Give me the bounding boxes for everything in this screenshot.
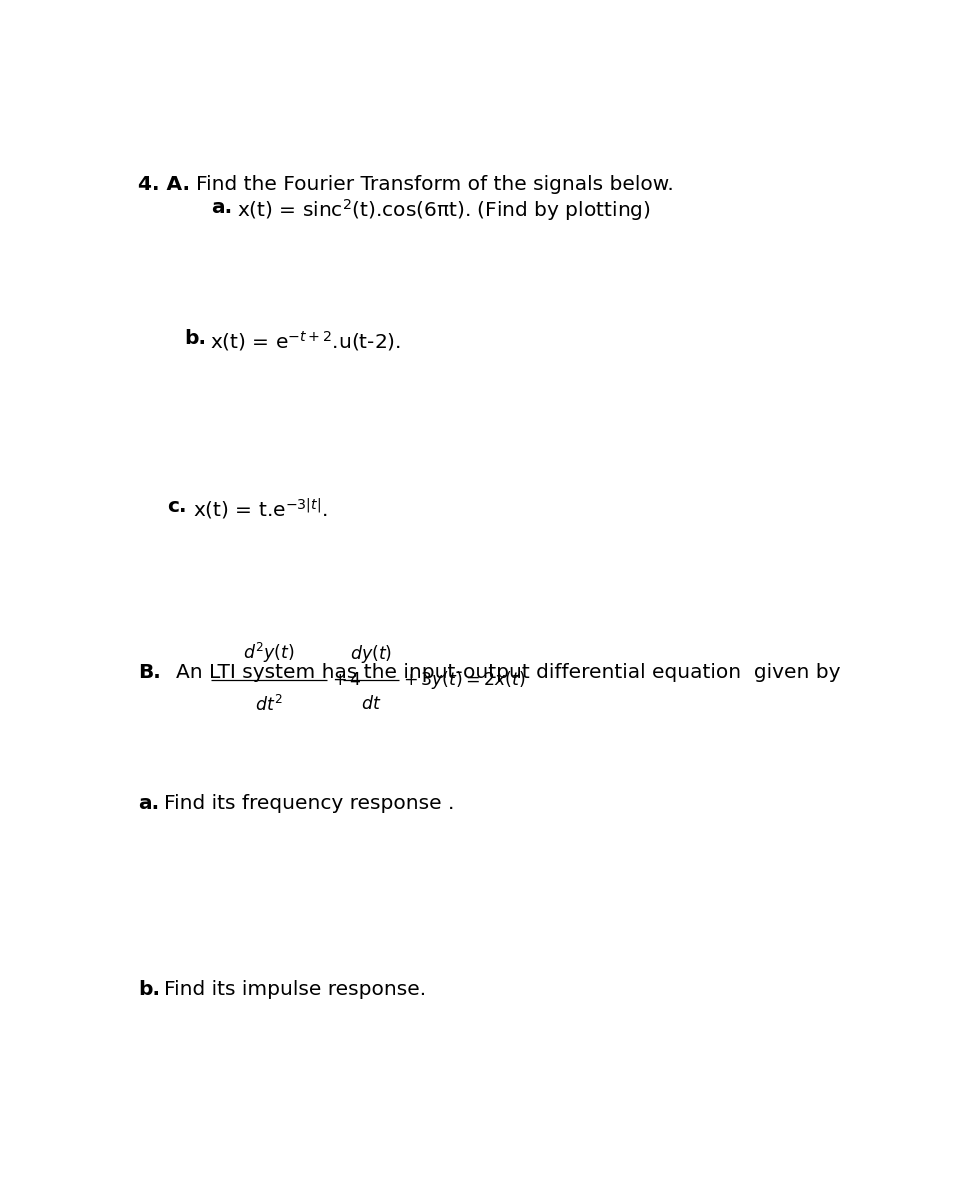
Text: x(t) = t.e$^{-3|t|}$.: x(t) = t.e$^{-3|t|}$.: [193, 497, 328, 522]
Text: Find its impulse response.: Find its impulse response.: [164, 980, 426, 1000]
Text: b.: b.: [138, 980, 161, 1000]
Text: x(t) = sinc$^{2}$(t).cos(6πt). (Find by plotting): x(t) = sinc$^{2}$(t).cos(6πt). (Find by …: [237, 198, 650, 223]
Text: a.: a.: [138, 794, 160, 814]
Text: Find the Fourier Transform of the signals below.: Find the Fourier Transform of the signal…: [196, 175, 674, 194]
Text: $dt^{2}$: $dt^{2}$: [255, 695, 283, 715]
Text: x(t) = e$^{-t+2}$.u(t-2).: x(t) = e$^{-t+2}$.u(t-2).: [210, 329, 401, 353]
Text: b.: b.: [184, 329, 206, 348]
Text: c.: c.: [168, 497, 187, 516]
Text: $+\,3y(t) = 2x(t)$: $+\,3y(t) = 2x(t)$: [403, 668, 526, 691]
Text: 4. A.: 4. A.: [138, 175, 190, 194]
Text: $dy(t)$: $dy(t)$: [350, 643, 392, 665]
Text: B.: B.: [138, 664, 161, 683]
Text: An LTI system has the input-output differential equation  given by: An LTI system has the input-output diffe…: [176, 664, 840, 683]
Text: $+\,4$: $+\,4$: [332, 671, 362, 689]
Text: Find its frequency response .: Find its frequency response .: [164, 794, 454, 814]
Text: a.: a.: [211, 198, 232, 216]
Text: $d^{2}y(t)$: $d^{2}y(t)$: [244, 641, 295, 665]
Text: $dt$: $dt$: [361, 695, 381, 713]
